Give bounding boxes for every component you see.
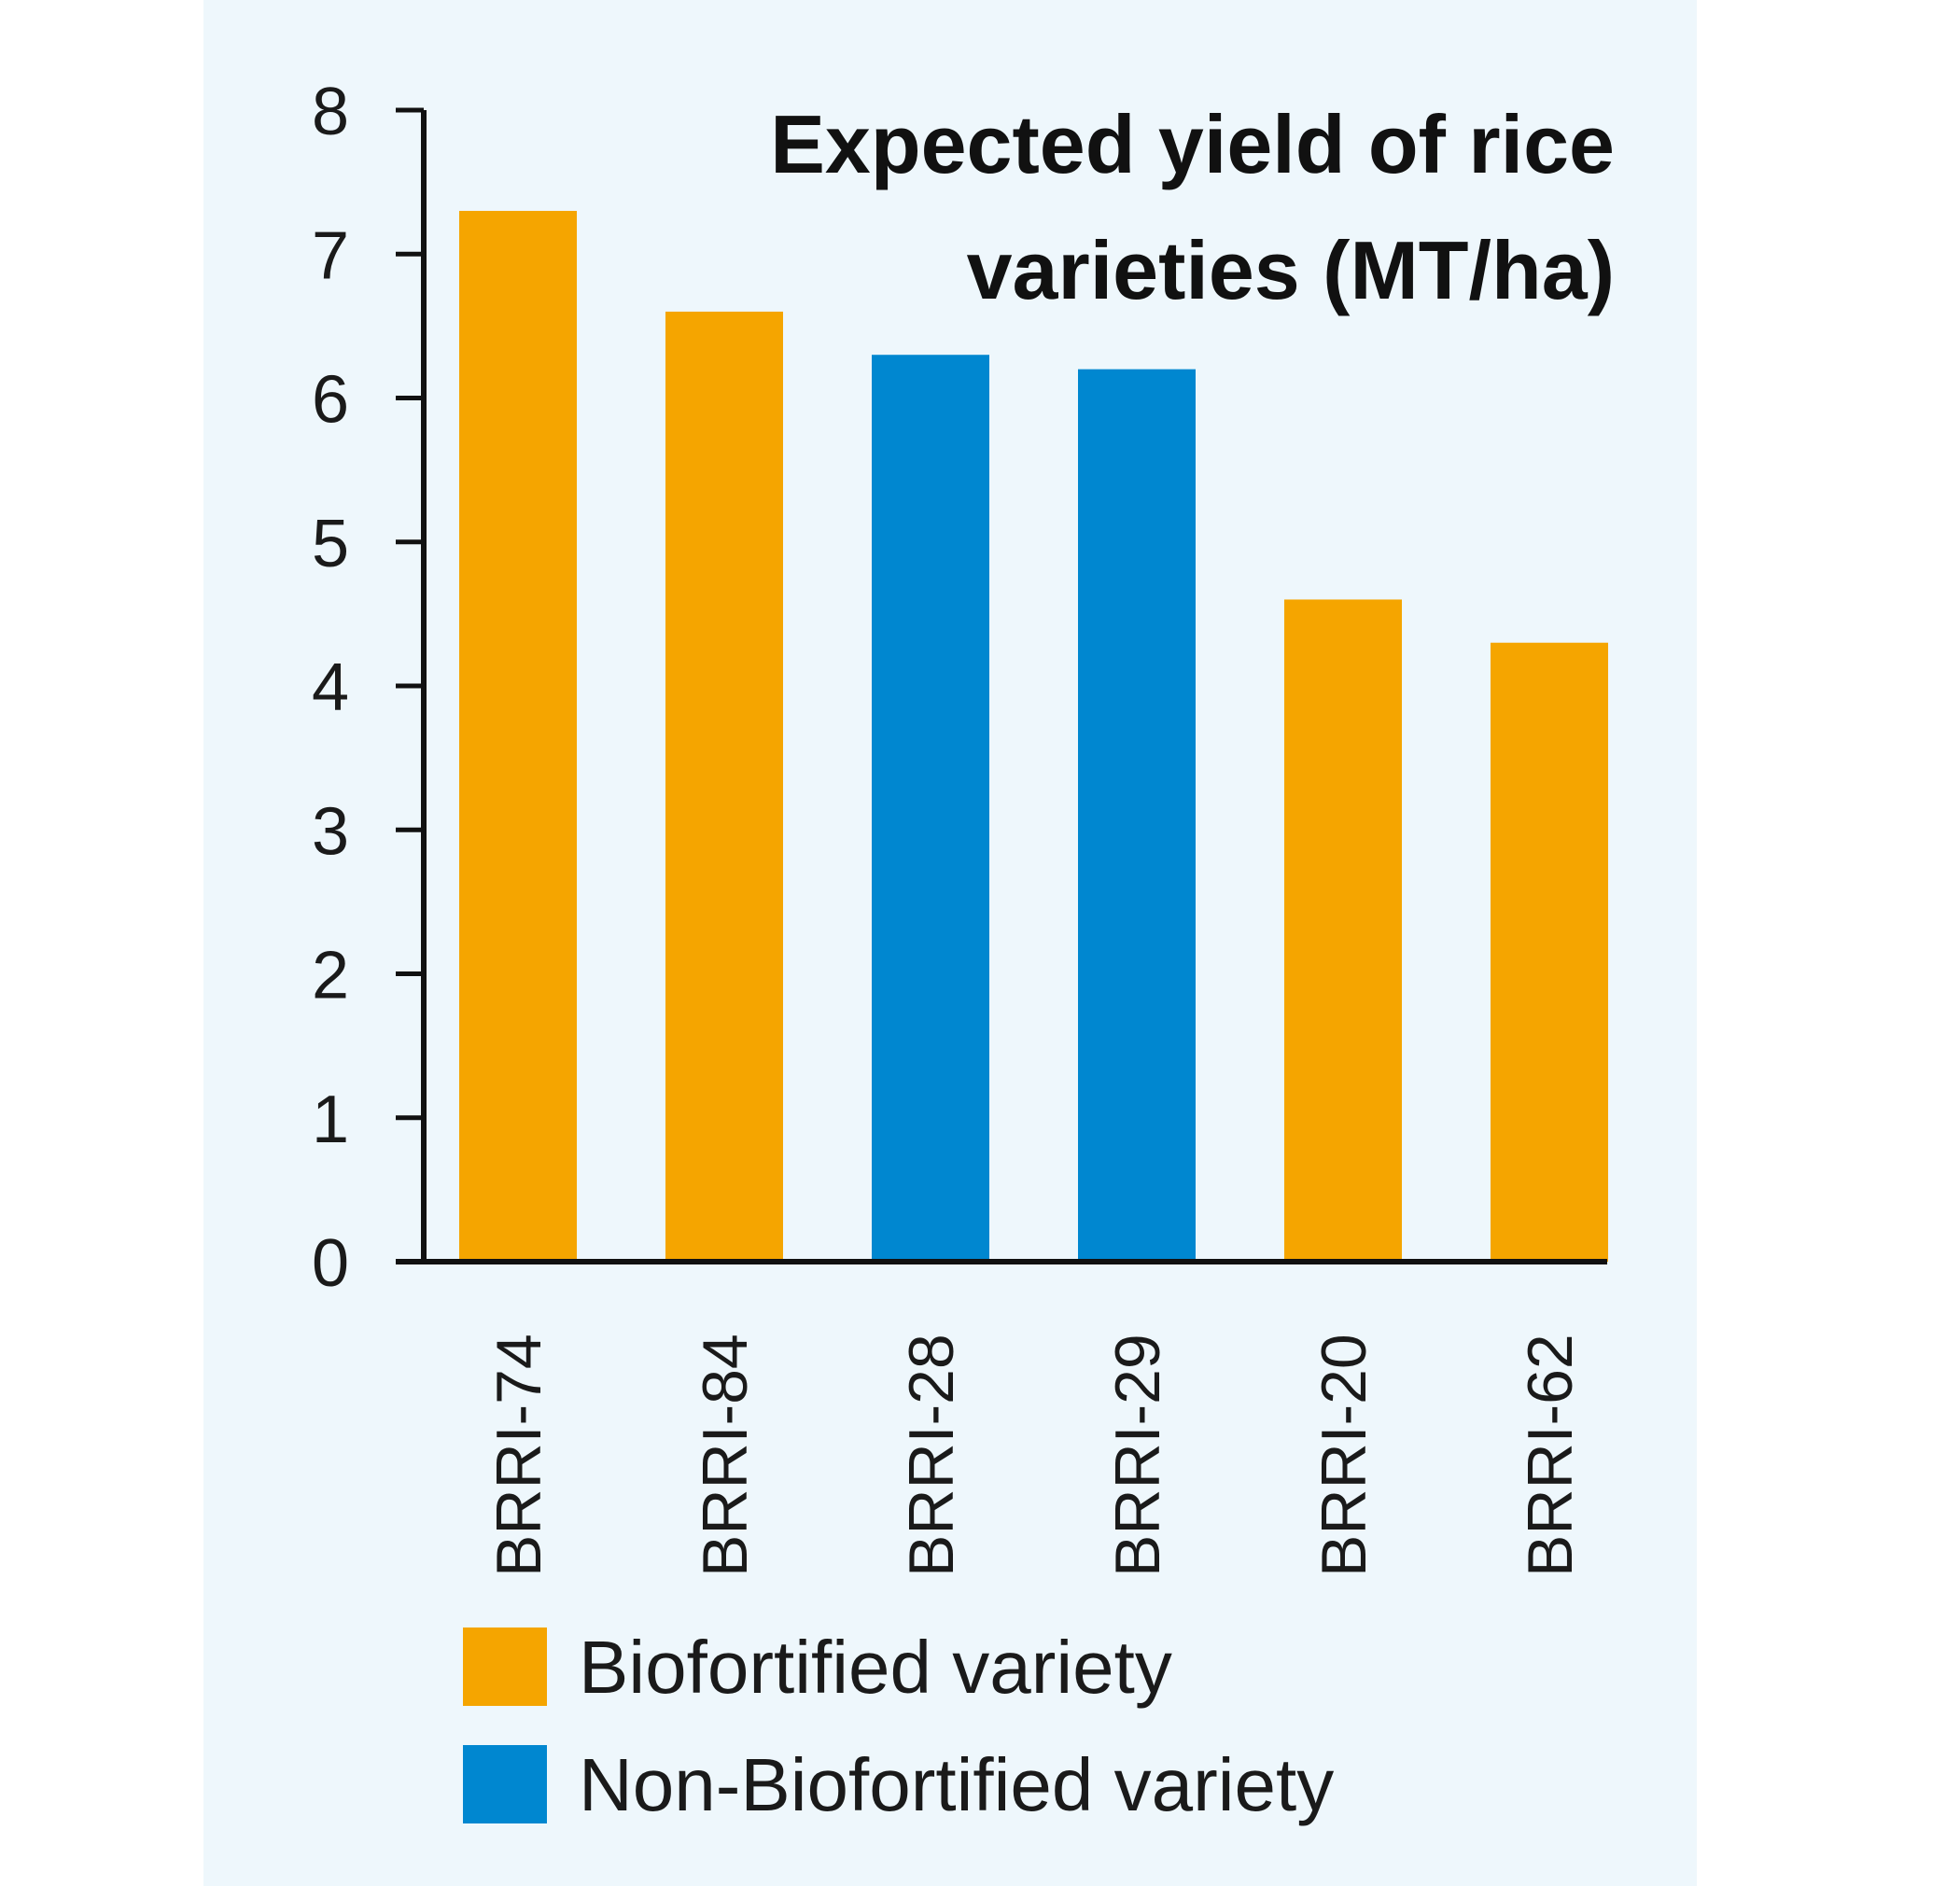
y-tick-label: 2 [312,939,349,1013]
legend-label: Biofortified variety [579,1626,1172,1709]
y-tick-label: 3 [312,794,349,869]
x-tick-label: BRRI-28 [896,1334,967,1577]
x-tick-label: BRRI-62 [1515,1334,1586,1577]
y-tick-label: 7 [312,218,349,293]
legend: Biofortified variety Non-Biofortified var… [463,1626,1334,1826]
x-tick-label: BRRI-84 [690,1334,761,1577]
y-tick-label: 1 [312,1083,349,1157]
x-tick-label: BRRI-74 [483,1334,554,1577]
bar-brri-28 [872,355,989,1263]
x-tick-label: BRRI-29 [1102,1334,1173,1577]
y-tick-label: 0 [312,1226,349,1301]
y-tick-label: 5 [312,507,349,581]
legend-swatch [463,1745,547,1823]
bar-brri-20 [1284,599,1402,1262]
y-tick-label: 8 [312,75,349,149]
y-axis-ticks: 0 1 2 3 4 5 6 7 8 [312,75,424,1301]
bar-brri-74 [459,210,577,1263]
bar-brri-84 [665,311,783,1262]
x-axis-labels: BRRI-74 BRRI-84 BRRI-28 BRRI-29 BRRI-20 BRRI-… [483,1334,1586,1577]
y-tick-label: 6 [312,363,349,438]
bar-brri-29 [1078,369,1196,1262]
x-tick-label: BRRI-20 [1309,1334,1379,1577]
legend-label: Non-Biofortified variety [579,1743,1334,1826]
y-tick-label: 4 [312,650,349,725]
chart-title-line: Expected yield of rice [770,98,1615,190]
chart-title: Expected yield of rice varieties (MT/ha) [770,98,1615,316]
bar-brri-62 [1491,642,1608,1262]
legend-swatch [463,1628,547,1706]
chart-title-line: varieties (MT/ha) [967,224,1615,316]
bars [459,210,1608,1263]
